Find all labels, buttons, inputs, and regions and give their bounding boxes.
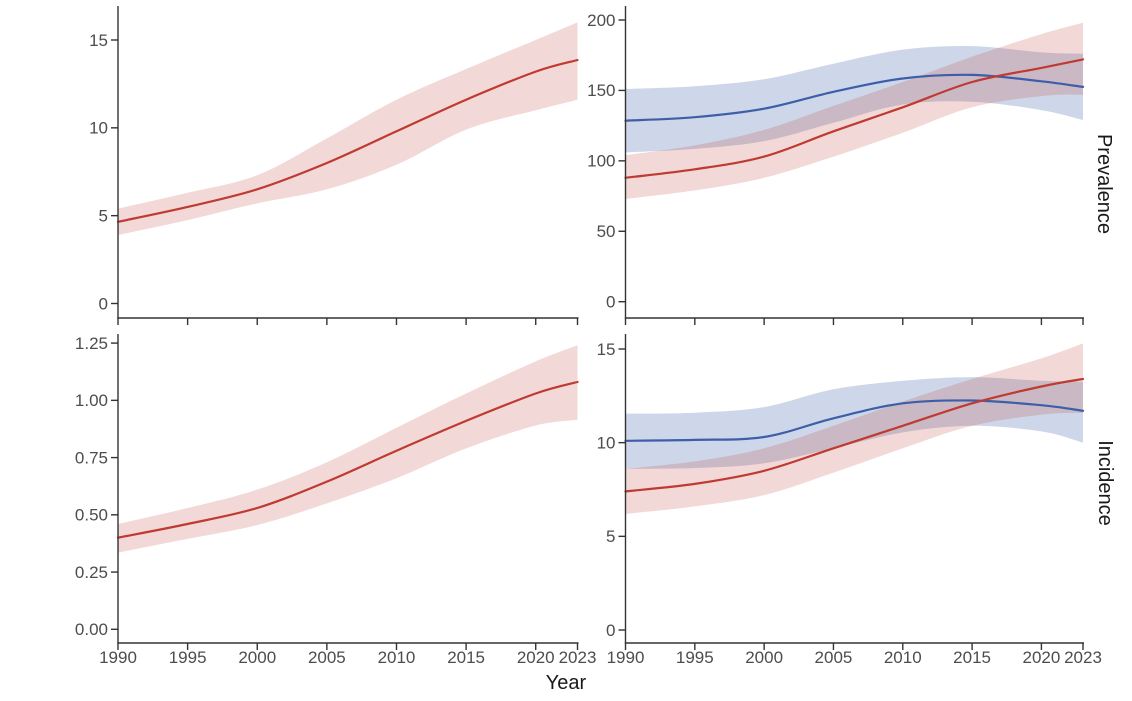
band-red [625,22,1083,199]
y-tick-label: 0 [99,294,108,313]
y-tick-label: 15 [89,31,108,50]
y-ticks: 0 5 10 15 [89,31,118,313]
x-ticks: 1990 1995 2000 2005 2010 2015 2020 2023 [607,643,1102,667]
y-tick-label: 1.00 [75,391,108,410]
x-ticks [624,318,1084,325]
x-tick-label: 2000 [745,648,783,667]
y-tick-label: 5 [99,206,108,225]
x-tick-label: 1995 [676,648,714,667]
band-blue [625,45,1083,153]
x-tick-label: 2015 [447,648,485,667]
band-red [625,343,1083,514]
x-tick-label: 2015 [953,648,991,667]
y-tick-label: 200 [587,11,615,30]
y-tick-label: 1.25 [75,334,108,353]
x-ticks: 1990 1995 2000 2005 2010 2015 2020 2023 [99,643,596,667]
line-red [116,380,579,539]
y-tick-label: 10 [89,119,108,138]
y-tick-label: 10 [597,433,616,452]
y-tick-label: 100 [587,152,615,171]
y-ticks: 0 5 10 15 [597,340,626,640]
y-tick-label: 0.00 [75,620,108,639]
y-ticks: 0 50 100 150 200 [587,11,626,311]
line-red [624,58,1085,179]
line-blue [624,399,1085,442]
x-tick-label: 2023 [1064,648,1102,667]
panel-bottom-right: 0 5 10 15 1990 1995 2000 2005 2010 2015 2020 2023 [597,334,1102,667]
x-tick-label: 2005 [308,648,346,667]
y-tick-label: 0.75 [75,448,108,467]
x-tick-label: 1995 [169,648,207,667]
y-tick-label: 5 [606,527,615,546]
row-label-prevalence: Prevalence [1093,133,1115,235]
panel-top-left: 0 5 10 15 [89,6,579,325]
y-tick-label: 0.25 [75,563,108,582]
x-tick-label: 2023 [559,648,597,667]
x-tick-label: 2005 [815,648,853,667]
y-tick-label: 0.50 [75,506,108,525]
x-tick-label: 2000 [238,648,276,667]
x-axis-title: Year [545,672,587,694]
band-red [118,22,578,236]
x-tick-label: 2010 [378,648,416,667]
line-red [116,58,579,223]
band-red [118,345,578,553]
x-tick-label: 2010 [884,648,922,667]
y-tick-label: 150 [587,81,615,100]
x-tick-label: 1990 [607,648,645,667]
row-label-incidence: Incidence [1094,440,1116,526]
x-tick-label: 2020 [517,648,555,667]
x-tick-label: 2020 [1022,648,1060,667]
panel-bottom-left: 0.00 0.25 0.50 0.75 1.00 1.25 1990 1995 2000 2005… [75,334,597,667]
y-tick-label: 0 [606,292,615,311]
line-red [624,377,1085,493]
y-tick-label: 15 [597,340,616,359]
x-ticks [117,318,579,325]
x-tick-label: 1990 [99,648,137,667]
line-blue [624,73,1085,122]
y-tick-label: 50 [597,222,616,241]
panel-top-right: 0 50 100 150 200 [587,6,1085,325]
y-ticks: 0.00 0.25 0.50 0.75 1.00 1.25 [75,334,118,639]
y-tick-label: 0 [606,621,615,640]
